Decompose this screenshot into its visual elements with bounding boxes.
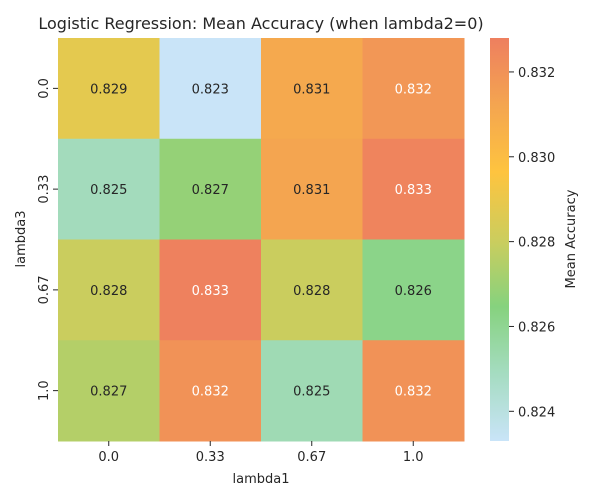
colorbar-label: Mean Accuracy [564, 189, 579, 288]
cell-value-label: 0.825 [90, 183, 127, 198]
cell-value-label: 0.831 [293, 183, 330, 198]
heatmap-cell [58, 340, 160, 442]
cell-value-label: 0.827 [192, 183, 229, 198]
x-tick-label: 1.0 [403, 450, 424, 465]
x-tick-label: 0.0 [98, 450, 119, 465]
heatmap-cell [159, 340, 262, 442]
heatmap-cell [159, 138, 262, 240]
colorbar-ticks: 0.824 0.826 0.828 0.830 0.832 [509, 66, 555, 420]
cell-value-label: 0.825 [293, 385, 330, 400]
colorbar-tick-label: 0.826 [518, 320, 555, 335]
heatmap-cell [261, 38, 363, 140]
x-axis-label: lambda1 [233, 472, 290, 487]
cell-value-label: 0.833 [395, 183, 432, 198]
heatmap-cell [362, 38, 465, 140]
y-axis-label: lambda3 [14, 211, 29, 268]
cell-value-label: 0.832 [192, 385, 229, 400]
heatmap-cell [261, 340, 363, 442]
cell-value-label: 0.827 [90, 385, 127, 400]
colorbar-tick-label: 0.828 [518, 236, 555, 251]
y-tick-label: 0.33 [37, 175, 52, 204]
heatmap-cell [362, 340, 465, 442]
colorbar-tick-label: 0.824 [518, 405, 555, 420]
heatmap-cell [58, 38, 160, 140]
cell-value-label: 0.832 [395, 82, 432, 97]
colorbar-tick-label: 0.832 [518, 66, 555, 81]
heatmap-cell [159, 38, 262, 140]
cell-value-label: 0.826 [395, 284, 432, 299]
heatmap-cells: 0.829 0.823 0.831 0.832 0.825 0.827 0.831 0.833… [58, 38, 465, 442]
heatmap-cell [58, 239, 160, 341]
x-tick-label: 0.67 [297, 450, 326, 465]
heatmap-cell [261, 239, 363, 341]
heatmap-cell [58, 138, 160, 240]
heatmap-cell [362, 138, 465, 240]
cell-value-label: 0.828 [293, 284, 330, 299]
heatmap-cell [261, 138, 363, 240]
chart-title: Logistic Regression: Mean Accuracy (when… [38, 14, 483, 33]
cell-value-label: 0.829 [90, 82, 127, 97]
cell-value-label: 0.828 [90, 284, 127, 299]
y-tick-label: 0.0 [37, 78, 52, 99]
cell-value-label: 0.823 [192, 82, 229, 97]
cell-value-label: 0.833 [192, 284, 229, 299]
colorbar [490, 38, 509, 441]
y-tick-label: 1.0 [37, 380, 52, 401]
heatmap-cell [159, 239, 262, 341]
cell-value-label: 0.832 [395, 385, 432, 400]
colorbar-tick-label: 0.830 [518, 151, 555, 166]
heatmap-axes: 0.0 0.33 0.67 1.0 0.0 0.33 0.67 1.0 [37, 78, 424, 465]
cell-value-label: 0.831 [293, 82, 330, 97]
y-tick-label: 0.67 [37, 275, 52, 304]
x-tick-label: 0.33 [196, 450, 225, 465]
heatmap-cell [362, 239, 465, 341]
